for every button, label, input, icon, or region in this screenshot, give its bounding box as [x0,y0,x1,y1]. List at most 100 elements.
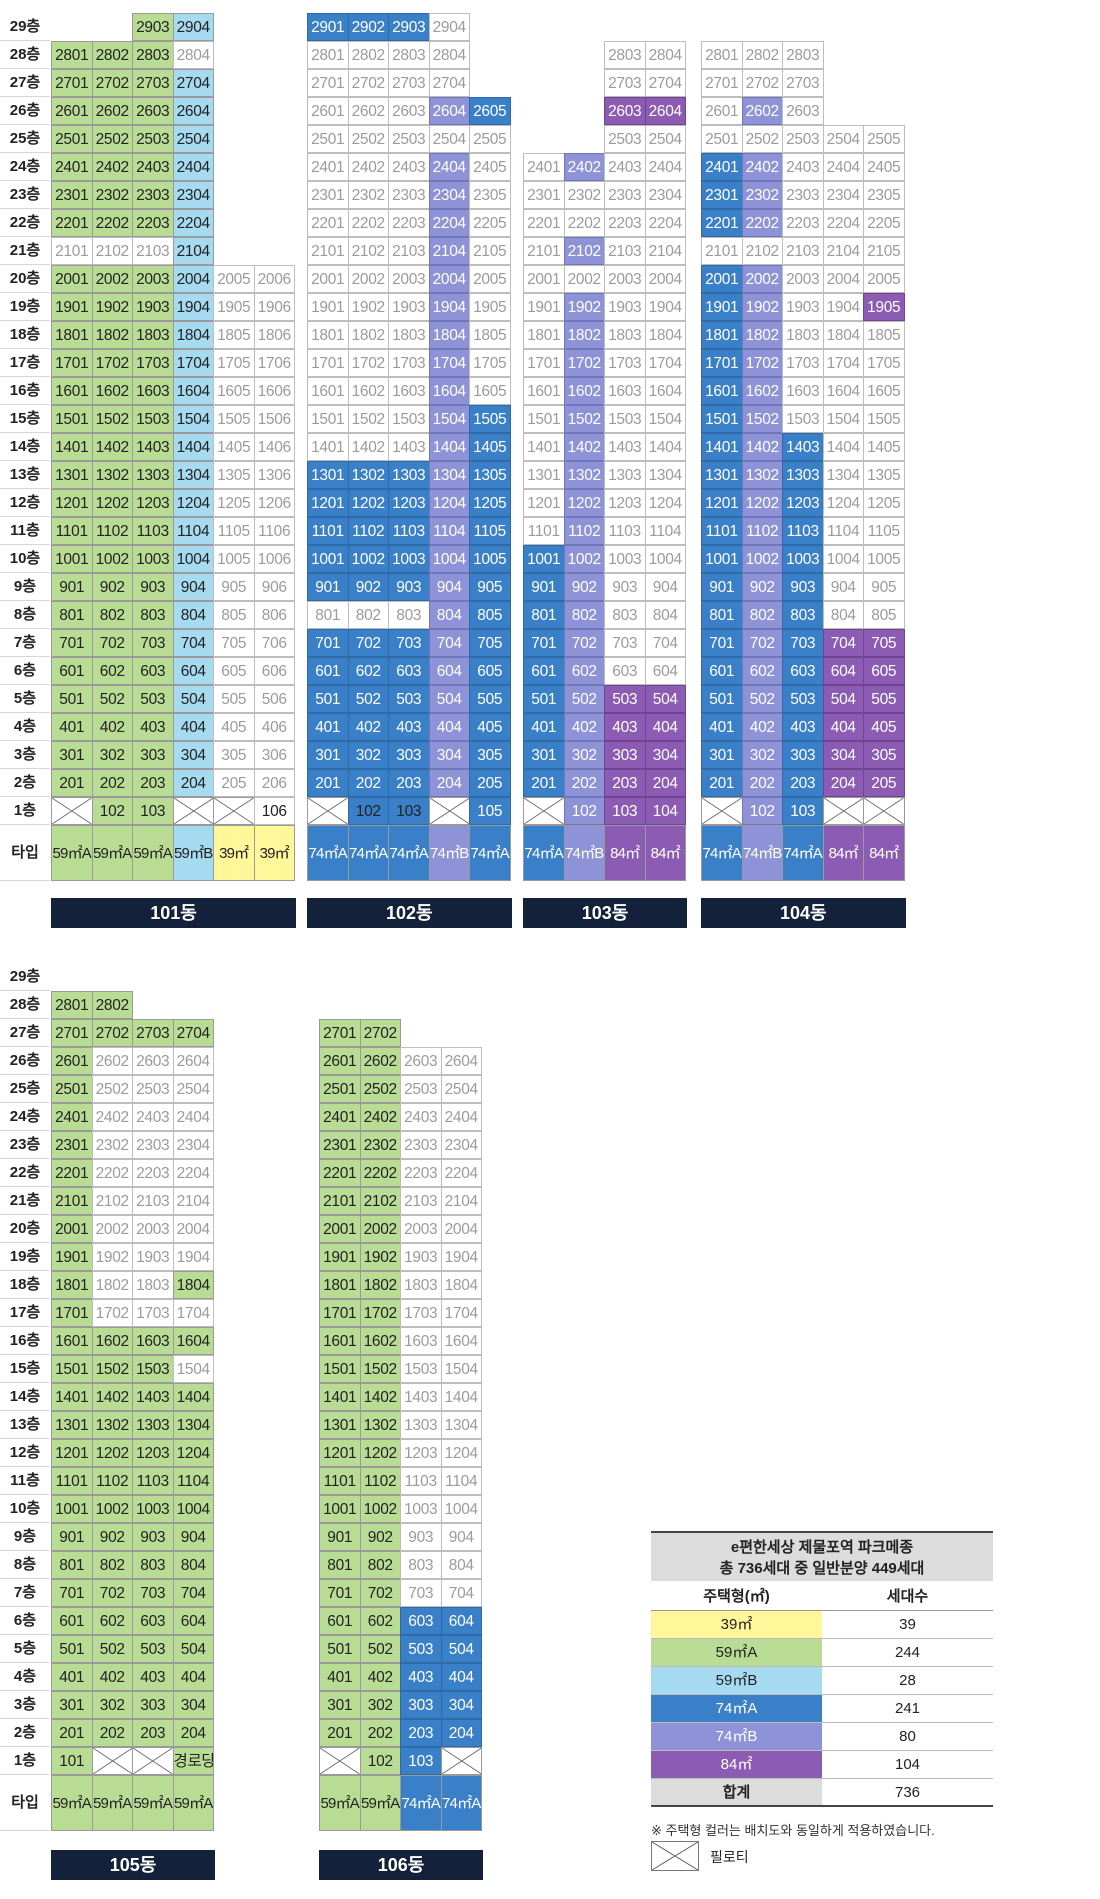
unit-cell[interactable]: 1202 [91,489,133,517]
unit-cell[interactable]: 1103 [604,517,646,545]
unit-cell[interactable]: 2502 [91,1075,133,1103]
unit-cell[interactable]: 802 [359,1551,401,1579]
unit-cell[interactable]: 803 [132,601,174,629]
piloti-cell[interactable] [440,1747,482,1775]
unit-cell[interactable]: 1602 [359,1327,401,1355]
unit-cell[interactable]: 1904 [644,293,686,321]
unit-cell[interactable]: 2401 [307,153,349,181]
unit-cell[interactable]: 1805 [863,321,905,349]
unit-cell[interactable]: 1105 [469,517,511,545]
unit-cell[interactable]: 402 [91,713,133,741]
unit-cell[interactable]: 1202 [741,489,783,517]
unit-cell[interactable]: 1601 [319,1327,361,1355]
unit-cell[interactable]: 506 [253,685,295,713]
unit-cell[interactable]: 1205 [469,489,511,517]
piloti-cell[interactable] [863,797,905,825]
unit-cell[interactable]: 804 [172,601,214,629]
unit-cell[interactable]: 1703 [388,349,430,377]
unit-cell[interactable]: 1803 [132,1271,174,1299]
unit-cell[interactable]: 1603 [388,377,430,405]
unit-cell[interactable]: 902 [741,573,783,601]
unit-cell[interactable]: 2702 [91,69,133,97]
unit-cell[interactable]: 2105 [863,237,905,265]
unit-cell[interactable]: 1504 [822,405,864,433]
unit-cell[interactable]: 2303 [132,1131,174,1159]
unit-cell[interactable]: 902 [91,573,133,601]
unit-cell[interactable]: 901 [51,573,93,601]
unit-cell[interactable]: 801 [307,601,349,629]
unit-cell[interactable]: 502 [91,685,133,713]
unit-cell[interactable]: 1402 [91,433,133,461]
unit-cell[interactable]: 2202 [563,209,605,237]
unit-cell[interactable]: 304 [440,1691,482,1719]
unit-cell[interactable]: 501 [51,685,93,713]
unit-cell[interactable]: 1702 [741,349,783,377]
unit-cell[interactable]: 403 [604,713,646,741]
unit-cell[interactable]: 1001 [51,1495,93,1523]
unit-cell[interactable]: 2103 [400,1187,442,1215]
unit-cell[interactable]: 1004 [172,1495,214,1523]
unit-cell[interactable]: 2401 [319,1103,361,1131]
unit-cell[interactable]: 504 [428,685,470,713]
unit-cell[interactable]: 2702 [347,69,389,97]
unit-cell[interactable]: 401 [307,713,349,741]
unit-cell[interactable]: 2603 [400,1047,442,1075]
unit-cell[interactable]: 904 [172,1523,214,1551]
unit-cell[interactable]: 1604 [440,1327,482,1355]
unit-cell[interactable]: 603 [400,1607,442,1635]
unit-cell[interactable]: 1802 [91,1271,133,1299]
unit-cell[interactable]: 2305 [863,181,905,209]
unit-cell[interactable]: 1904 [822,293,864,321]
unit-cell[interactable]: 1201 [307,489,349,517]
unit-cell[interactable]: 1302 [91,461,133,489]
unit-cell[interactable]: 1301 [51,461,93,489]
unit-cell[interactable]: 603 [388,657,430,685]
unit-cell[interactable]: 1703 [132,1299,174,1327]
unit-cell[interactable]: 2701 [51,1019,93,1047]
unit-cell[interactable]: 604 [172,1607,214,1635]
unit-cell[interactable]: 2003 [132,1215,174,1243]
unit-cell[interactable]: 1204 [644,489,686,517]
unit-cell[interactable]: 2201 [523,209,565,237]
unit-cell[interactable]: 1103 [132,1467,174,1495]
unit-cell[interactable]: 2902 [347,13,389,41]
unit-cell[interactable]: 102 [347,797,389,825]
unit-cell[interactable]: 401 [51,713,93,741]
unit-cell[interactable]: 302 [741,741,783,769]
unit-cell[interactable]: 301 [523,741,565,769]
unit-cell[interactable]: 1403 [132,433,174,461]
unit-cell[interactable]: 2502 [741,125,783,153]
unit-cell[interactable]: 501 [523,685,565,713]
unit-cell[interactable]: 202 [741,769,783,797]
unit-cell[interactable]: 1701 [319,1299,361,1327]
unit-cell[interactable]: 303 [782,741,824,769]
unit-cell[interactable]: 2203 [782,209,824,237]
unit-cell[interactable]: 1603 [400,1327,442,1355]
unit-cell[interactable]: 703 [132,1579,174,1607]
unit-cell[interactable]: 203 [782,769,824,797]
unit-cell[interactable]: 2601 [319,1047,361,1075]
unit-cell[interactable]: 1801 [523,321,565,349]
unit-cell[interactable]: 1803 [400,1271,442,1299]
unit-cell[interactable]: 1901 [51,293,93,321]
unit-cell[interactable]: 2402 [359,1103,401,1131]
unit-cell[interactable]: 903 [132,1523,174,1551]
unit-cell[interactable]: 501 [51,1635,93,1663]
unit-cell[interactable]: 701 [51,629,93,657]
unit-cell[interactable]: 2803 [782,41,824,69]
unit-cell[interactable]: 1306 [253,461,295,489]
unit-cell[interactable]: 2802 [347,41,389,69]
unit-cell[interactable]: 1003 [132,545,174,573]
unit-cell[interactable]: 2104 [428,237,470,265]
unit-cell[interactable]: 1701 [523,349,565,377]
unit-cell[interactable]: 2304 [428,181,470,209]
unit-cell[interactable]: 2103 [782,237,824,265]
unit-cell[interactable]: 1404 [428,433,470,461]
unit-cell[interactable]: 2303 [132,181,174,209]
piloti-cell[interactable] [428,797,470,825]
unit-cell[interactable]: 2603 [782,97,824,125]
unit-cell[interactable]: 1204 [172,1439,214,1467]
unit-cell[interactable]: 702 [91,629,133,657]
unit-cell[interactable]: 2502 [359,1075,401,1103]
unit-cell[interactable]: 2001 [523,265,565,293]
